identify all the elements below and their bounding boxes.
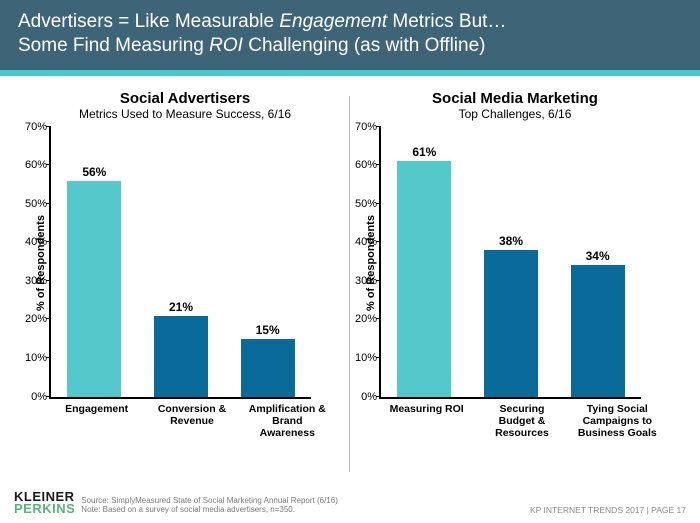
x-labels: Engagement Conversion & Revenue Amplificat…: [49, 403, 335, 439]
plot-area: 0%10%20%30%40%50%60%70%56%21%15%: [49, 127, 311, 399]
bar-value-label: 61%: [412, 145, 436, 159]
bar-value-label: 34%: [586, 249, 610, 263]
x-tick-label: Securing Budget & Resources: [482, 403, 562, 439]
bar-column: 21%: [154, 300, 208, 397]
note-text: Note: Based on a survey of social media …: [81, 505, 530, 515]
bar-value-label: 38%: [499, 234, 523, 248]
y-tick-label: 70%: [13, 121, 47, 133]
brand-logo: KLEINER PERKINS: [14, 491, 75, 515]
left-chart: Social Advertisers Metrics Used to Measu…: [35, 90, 335, 439]
right-chart: Social Media Marketing Top Challenges, 6…: [365, 90, 665, 439]
bar-column: 15%: [241, 323, 295, 397]
y-tick-label: 20%: [13, 313, 47, 325]
bars: 56% 21% 15%: [51, 127, 311, 397]
bar-column: 61%: [397, 145, 451, 396]
y-tick-label: 30%: [13, 275, 47, 287]
header-line-2: Some Find Measuring ROI Challenging (as …: [18, 34, 682, 58]
header-text: Some Find Measuring: [18, 35, 209, 56]
plot-area: 0%10%20%30%40%50%60%70%61%38%34%: [379, 127, 641, 399]
x-tick-label: Measuring ROI: [387, 403, 467, 439]
footer: KLEINER PERKINS Source: SimplyMeasured S…: [0, 485, 700, 523]
bar: [67, 181, 121, 397]
chart-title: Social Advertisers: [35, 90, 335, 107]
bar-column: 38%: [484, 234, 538, 397]
vertical-divider: [349, 96, 350, 472]
bar: [484, 250, 538, 397]
bar: [397, 161, 451, 396]
y-tick-label: 60%: [13, 159, 47, 171]
x-tick-label: Engagement: [57, 403, 137, 439]
x-tick-label: Tying Social Campaigns to Business Goals: [577, 403, 657, 439]
y-tick-label: 40%: [13, 236, 47, 248]
slide-header: Advertisers = Like Measurable Engagement…: [0, 0, 700, 70]
y-tick-label: 10%: [13, 352, 47, 364]
y-tick-label: 50%: [13, 198, 47, 210]
bar: [154, 316, 208, 397]
y-tick-label: 0%: [13, 391, 47, 403]
page-label: KP INTERNET TRENDS 2017 | PAGE 17: [530, 505, 686, 515]
x-tick-label: Amplification & Brand Awareness: [247, 403, 327, 439]
chart-subtitle: Top Challenges, 6/16: [365, 107, 665, 121]
source-note: Source: SimplyMeasured State of Social M…: [81, 496, 530, 515]
bars: 61% 38% 34%: [381, 127, 641, 397]
header-text: Advertisers = Like Measurable: [18, 11, 279, 32]
bar: [571, 265, 625, 396]
header-text: Metrics But…: [387, 11, 506, 32]
brand-line: PERKINS: [14, 503, 75, 515]
header-em: ROI: [209, 35, 243, 56]
x-tick-label: Conversion & Revenue: [152, 403, 232, 439]
header-line-1: Advertisers = Like Measurable Engagement…: [18, 10, 682, 34]
bar-column: 34%: [571, 249, 625, 396]
header-em: Engagement: [279, 11, 387, 32]
bar-column: 56%: [67, 165, 121, 397]
source-text: Source: SimplyMeasured State of Social M…: [81, 496, 530, 506]
charts-row: Social Advertisers Metrics Used to Measu…: [0, 76, 700, 439]
bar: [241, 339, 295, 397]
chart-subtitle: Metrics Used to Measure Success, 6/16: [35, 107, 335, 121]
bar-value-label: 21%: [169, 300, 193, 314]
bar-value-label: 15%: [256, 323, 280, 337]
header-text: Challenging (as with Offline): [243, 35, 486, 56]
bar-value-label: 56%: [82, 165, 106, 179]
chart-title: Social Media Marketing: [365, 90, 665, 107]
x-labels: Measuring ROI Securing Budget & Resources…: [379, 403, 665, 439]
